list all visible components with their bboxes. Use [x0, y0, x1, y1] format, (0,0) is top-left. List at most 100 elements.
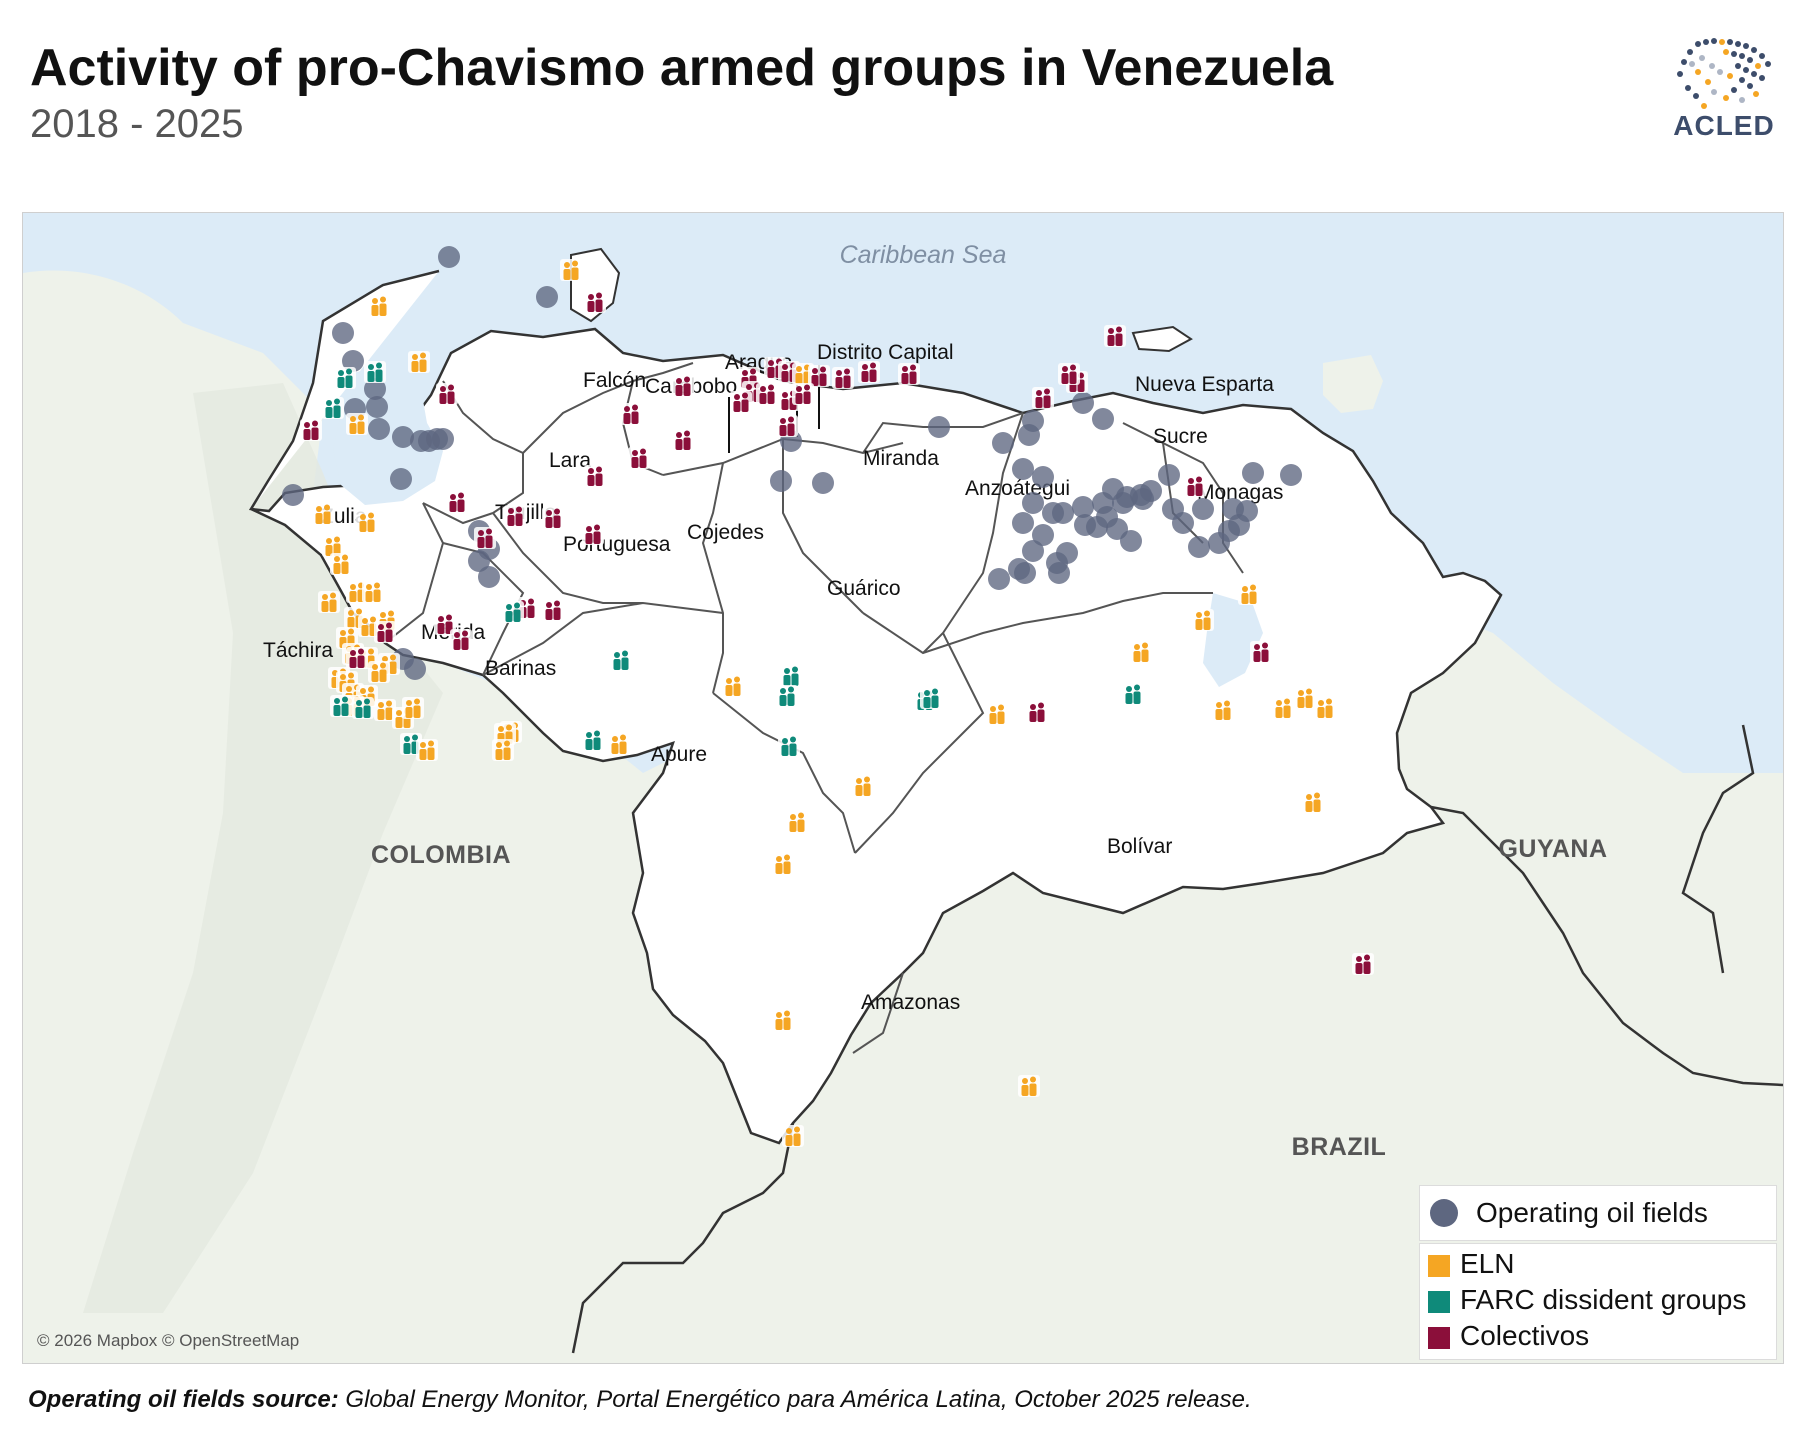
map-panel[interactable]: Caribbean Sea COLOMBIA GUYANA BRAZIL Fal… — [22, 212, 1784, 1364]
oil-field-marker[interactable] — [1192, 498, 1214, 520]
oil-field-marker[interactable] — [1140, 480, 1162, 502]
eln-event-icon[interactable] — [772, 853, 794, 875]
colectivos-event-icon[interactable] — [730, 391, 752, 413]
colectivos-event-icon[interactable] — [1104, 325, 1126, 347]
oil-field-marker[interactable] — [366, 396, 388, 418]
colectivos-event-icon[interactable] — [300, 419, 322, 441]
colectivos-event-icon[interactable] — [898, 363, 920, 385]
eln-event-icon[interactable] — [1018, 1075, 1040, 1097]
colectivos-event-icon[interactable] — [1026, 701, 1048, 723]
eln-event-icon[interactable] — [362, 581, 384, 603]
colectivos-event-icon[interactable] — [672, 429, 694, 451]
eln-event-icon[interactable] — [322, 535, 344, 557]
eln-event-icon[interactable] — [1314, 697, 1336, 719]
oil-field-marker[interactable] — [812, 472, 834, 494]
oil-field-marker[interactable] — [418, 430, 440, 452]
colectivos-event-icon[interactable] — [582, 523, 604, 545]
oil-field-marker[interactable] — [1208, 532, 1230, 554]
oil-field-marker[interactable] — [1172, 512, 1194, 534]
oil-field-marker[interactable] — [1072, 392, 1094, 414]
oil-field-marker[interactable] — [992, 432, 1014, 454]
farc-event-icon[interactable] — [780, 665, 802, 687]
farc-event-icon[interactable] — [334, 367, 356, 389]
eln-event-icon[interactable] — [1212, 699, 1234, 721]
colectivos-event-icon[interactable] — [792, 383, 814, 405]
colectivos-event-icon[interactable] — [450, 629, 472, 651]
colectivos-event-icon[interactable] — [542, 599, 564, 621]
oil-field-marker[interactable] — [1188, 536, 1210, 558]
colectivos-event-icon[interactable] — [832, 367, 854, 389]
eln-event-icon[interactable] — [368, 295, 390, 317]
oil-field-marker[interactable] — [282, 484, 304, 506]
oil-field-marker[interactable] — [1012, 458, 1034, 480]
eln-event-icon[interactable] — [1302, 791, 1324, 813]
oil-field-marker[interactable] — [1042, 502, 1064, 524]
eln-event-icon[interactable] — [772, 1009, 794, 1031]
oil-field-marker[interactable] — [1022, 492, 1044, 514]
farc-event-icon[interactable] — [778, 735, 800, 757]
eln-event-icon[interactable] — [608, 733, 630, 755]
farc-event-icon[interactable] — [776, 685, 798, 707]
oil-field-marker[interactable] — [1102, 478, 1124, 500]
eln-event-icon[interactable] — [786, 811, 808, 833]
oil-field-marker[interactable] — [1012, 512, 1034, 534]
colectivos-event-icon[interactable] — [346, 647, 368, 669]
farc-event-icon[interactable] — [352, 697, 374, 719]
colectivos-event-icon[interactable] — [672, 375, 694, 397]
eln-event-icon[interactable] — [416, 739, 438, 761]
oil-field-marker[interactable] — [364, 378, 386, 400]
colectivos-event-icon[interactable] — [776, 415, 798, 437]
eln-event-icon[interactable] — [402, 697, 424, 719]
colectivos-event-icon[interactable] — [504, 505, 526, 527]
oil-field-marker[interactable] — [404, 658, 426, 680]
colectivos-event-icon[interactable] — [628, 447, 650, 469]
colectivos-event-icon[interactable] — [446, 491, 468, 513]
farc-event-icon[interactable] — [364, 361, 386, 383]
map-canvas[interactable]: Caribbean Sea COLOMBIA GUYANA BRAZIL Fal… — [23, 213, 1783, 1363]
oil-field-marker[interactable] — [438, 246, 460, 268]
farc-event-icon[interactable] — [322, 397, 344, 419]
oil-field-marker[interactable] — [1228, 514, 1250, 536]
eln-event-icon[interactable] — [312, 503, 334, 525]
oil-field-marker[interactable] — [478, 566, 500, 588]
colectivos-event-icon[interactable] — [620, 403, 642, 425]
oil-field-marker[interactable] — [468, 550, 490, 572]
eln-event-icon[interactable] — [1130, 641, 1152, 663]
colectivos-event-icon[interactable] — [542, 507, 564, 529]
farc-event-icon[interactable] — [610, 649, 632, 671]
farc-event-icon[interactable] — [330, 695, 352, 717]
oil-field-marker[interactable] — [1074, 514, 1096, 536]
oil-field-marker[interactable] — [392, 426, 414, 448]
eln-event-icon[interactable] — [492, 739, 514, 761]
colectivos-event-icon[interactable] — [1250, 641, 1272, 663]
eln-event-icon[interactable] — [722, 675, 744, 697]
farc-event-icon[interactable] — [920, 687, 942, 709]
colectivos-event-icon[interactable] — [584, 465, 606, 487]
farc-event-icon[interactable] — [502, 601, 524, 623]
eln-event-icon[interactable] — [346, 413, 368, 435]
eln-event-icon[interactable] — [1294, 687, 1316, 709]
oil-field-marker[interactable] — [1048, 562, 1070, 584]
colectivos-event-icon[interactable] — [374, 621, 396, 643]
colectivos-event-icon[interactable] — [1058, 363, 1080, 385]
eln-event-icon[interactable] — [782, 1125, 804, 1147]
oil-field-marker[interactable] — [988, 568, 1010, 590]
colectivos-event-icon[interactable] — [436, 383, 458, 405]
colectivos-event-icon[interactable] — [808, 365, 830, 387]
oil-field-marker[interactable] — [928, 416, 950, 438]
oil-field-marker[interactable] — [342, 350, 364, 372]
eln-event-icon[interactable] — [368, 661, 390, 683]
oil-field-marker[interactable] — [770, 470, 792, 492]
colectivos-event-icon[interactable] — [1352, 953, 1374, 975]
eln-event-icon[interactable] — [356, 511, 378, 533]
oil-field-marker[interactable] — [332, 322, 354, 344]
oil-field-marker[interactable] — [1008, 558, 1030, 580]
colectivos-event-icon[interactable] — [584, 291, 606, 313]
farc-event-icon[interactable] — [1122, 683, 1144, 705]
colectivos-event-icon[interactable] — [1032, 387, 1054, 409]
oil-field-marker[interactable] — [1022, 540, 1044, 562]
oil-field-marker[interactable] — [1158, 464, 1180, 486]
map-attribution[interactable]: © 2026 Mapbox © OpenStreetMap — [37, 1331, 300, 1350]
colectivos-event-icon[interactable] — [858, 361, 880, 383]
oil-field-marker[interactable] — [368, 418, 390, 440]
